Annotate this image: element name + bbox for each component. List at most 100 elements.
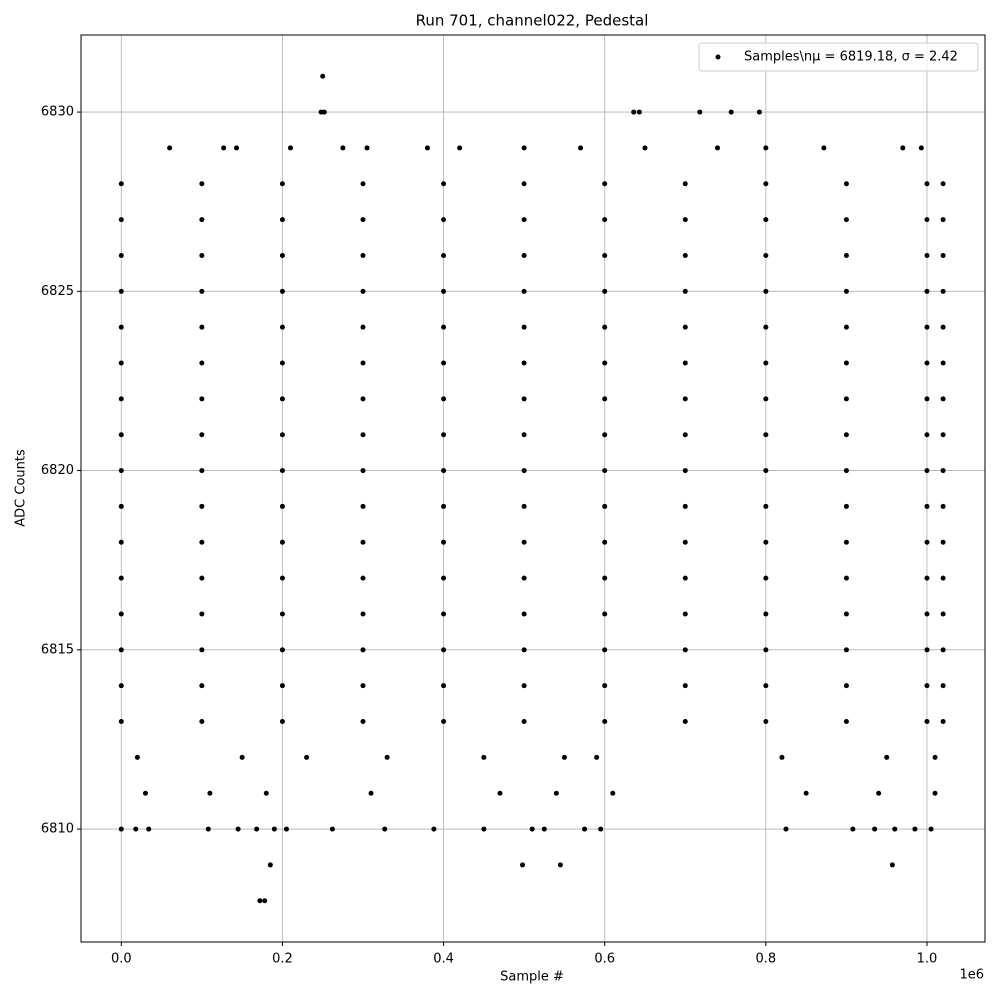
point [763,181,769,187]
point [602,683,608,689]
point [763,503,769,509]
point [118,539,124,545]
legend-label: Samples\nμ = 6819.18, σ = 2.42 [744,50,958,65]
point [384,754,390,760]
point [924,611,930,617]
point [279,611,285,617]
point [279,539,285,545]
point [271,826,277,832]
point [441,611,447,617]
x-tick-label: 0.8 [756,952,777,967]
point [602,396,608,402]
point [207,790,213,796]
point [441,288,447,294]
point [924,683,930,689]
point [763,611,769,617]
point [441,432,447,438]
point [940,539,946,545]
point [940,503,946,509]
point [118,826,124,832]
point [924,468,930,474]
point [682,288,688,294]
point [602,575,608,581]
point [199,719,205,725]
point [924,575,930,581]
point [602,503,608,509]
point [118,503,124,509]
point [602,468,608,474]
point [279,288,285,294]
point [360,181,366,187]
point [321,109,327,115]
point [360,611,366,617]
point [360,539,366,545]
point [843,360,849,366]
point [763,432,769,438]
point [199,252,205,258]
point [441,575,447,581]
point [682,217,688,223]
point [118,647,124,653]
point [779,754,785,760]
point [360,217,366,223]
point [134,754,140,760]
point [872,826,878,832]
point [553,790,559,796]
x-tick-label: 0.0 [111,952,132,967]
point [602,181,608,187]
point [199,181,205,187]
point [756,109,762,115]
point [521,288,527,294]
point [892,826,898,832]
point [279,468,285,474]
point [682,611,688,617]
point [763,360,769,366]
y-tick-label: 6820 [41,463,74,478]
point [924,252,930,258]
point [199,360,205,366]
point [199,683,205,689]
point [636,109,642,115]
point [146,826,152,832]
point [521,145,527,151]
point [199,539,205,545]
point [279,432,285,438]
point [682,324,688,330]
point [521,539,527,545]
point [118,288,124,294]
point [329,826,335,832]
point [521,181,527,187]
point [763,683,769,689]
point [441,217,447,223]
point [924,719,930,725]
point [940,468,946,474]
point [932,790,938,796]
point [199,503,205,509]
point [763,396,769,402]
point [279,647,285,653]
x-tick-label: 0.6 [594,952,615,967]
point [843,396,849,402]
x-tick-label: 1.0 [917,952,938,967]
x-offset-label: 1e6 [959,968,984,983]
point [843,683,849,689]
point [279,324,285,330]
point [118,217,124,223]
point [360,324,366,330]
point [340,145,346,151]
point [602,288,608,294]
point [940,575,946,581]
point [940,252,946,258]
point [360,575,366,581]
point [602,252,608,258]
point [199,288,205,294]
point [521,647,527,653]
point [279,360,285,366]
point [118,252,124,258]
point [843,181,849,187]
point [279,503,285,509]
point [924,647,930,653]
point [364,145,370,151]
y-tick-label: 6815 [41,642,74,657]
point [283,826,289,832]
